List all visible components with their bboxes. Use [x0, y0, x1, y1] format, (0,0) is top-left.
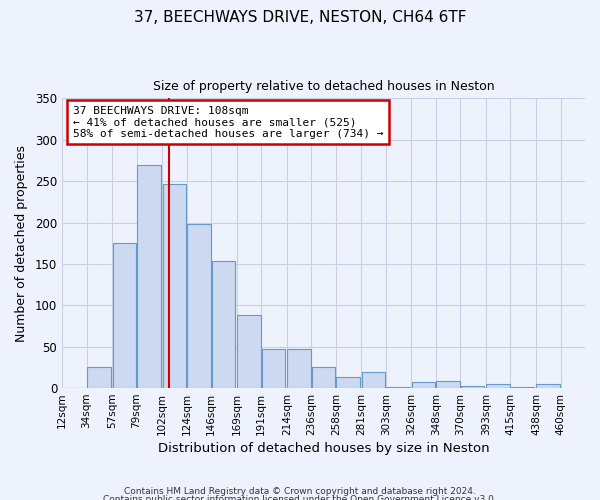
Bar [336, 378, 360, 388]
Bar [511, 387, 535, 388]
Bar [436, 382, 460, 388]
Bar [536, 384, 560, 388]
Bar [237, 315, 261, 388]
Bar [212, 262, 235, 388]
Text: Contains HM Land Registry data © Crown copyright and database right 2024.: Contains HM Land Registry data © Crown c… [124, 488, 476, 496]
Bar [187, 224, 211, 388]
Bar [262, 349, 285, 388]
Bar [87, 368, 110, 388]
Bar [312, 368, 335, 388]
Bar [487, 384, 510, 388]
Bar [386, 387, 410, 388]
Bar [137, 164, 161, 388]
Bar [163, 184, 186, 388]
Bar [412, 382, 436, 388]
Y-axis label: Number of detached properties: Number of detached properties [15, 144, 28, 342]
Text: Contains public sector information licensed under the Open Government Licence v3: Contains public sector information licen… [103, 495, 497, 500]
Bar [287, 349, 311, 388]
Title: Size of property relative to detached houses in Neston: Size of property relative to detached ho… [153, 80, 494, 93]
Bar [362, 372, 385, 388]
X-axis label: Distribution of detached houses by size in Neston: Distribution of detached houses by size … [158, 442, 490, 455]
Bar [461, 386, 484, 388]
Text: 37 BEECHWAYS DRIVE: 108sqm
← 41% of detached houses are smaller (525)
58% of sem: 37 BEECHWAYS DRIVE: 108sqm ← 41% of deta… [73, 106, 383, 139]
Text: 37, BEECHWAYS DRIVE, NESTON, CH64 6TF: 37, BEECHWAYS DRIVE, NESTON, CH64 6TF [134, 10, 466, 25]
Bar [113, 243, 136, 388]
